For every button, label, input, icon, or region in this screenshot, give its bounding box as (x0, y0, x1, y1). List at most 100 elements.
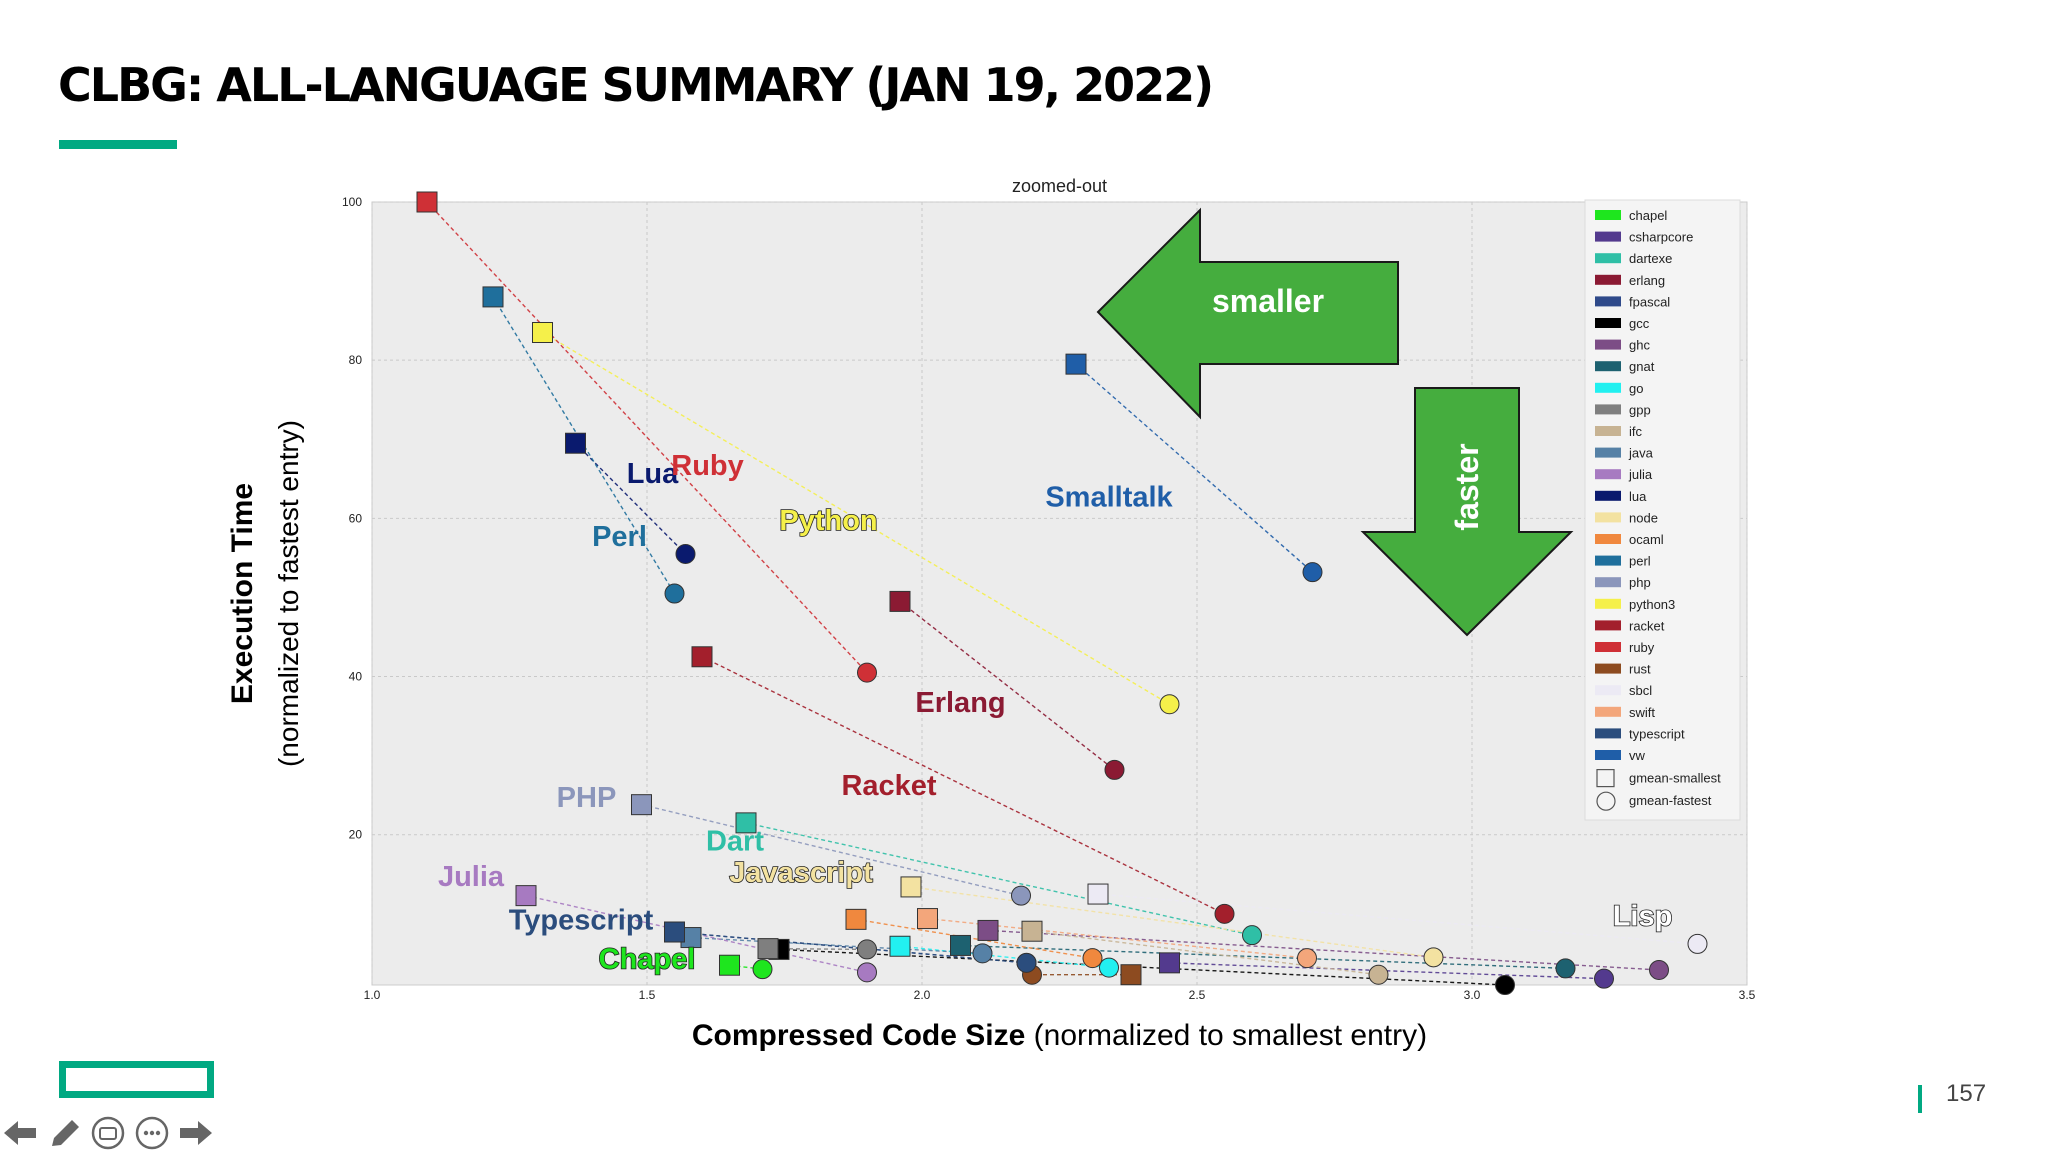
x-tick-label: 2.5 (1189, 988, 1206, 1002)
label-typescript: Typescript (509, 905, 654, 937)
connector-ifc (1031, 930, 1379, 976)
faster-label: faster (1449, 443, 1485, 530)
x-tick-label: 1.5 (639, 988, 656, 1002)
legend-label-csharpcore: csharpcore (1629, 230, 1693, 245)
legend-swatch-java (1595, 447, 1621, 458)
connector-perl (492, 296, 676, 594)
marker-fastest-julia (857, 962, 877, 983)
marker-fastest-erlang (1104, 759, 1125, 780)
legend-label-sbcl: sbcl (1629, 683, 1652, 698)
subtitles-icon[interactable] (88, 1116, 128, 1150)
legend-swatch-csharpcore (1595, 231, 1621, 242)
legend-label-typescript: typescript (1629, 726, 1685, 741)
legend: chapel csharpcore dartexe erlang fpascal gcc g… (1584, 199, 1741, 821)
legend-label-rust: rust (1629, 662, 1651, 677)
marker-smallest-erlang (889, 590, 911, 612)
marker-smallest-ruby (416, 191, 438, 213)
legend-label-java: java (1628, 446, 1654, 461)
marker-smallest-sbcl (1087, 883, 1109, 905)
connector-ruby (426, 201, 868, 674)
y-axis-title: Execution Time (226, 483, 259, 704)
legend-label-lua: lua (1629, 489, 1647, 504)
connector-python3 (542, 331, 1170, 705)
hpe-logo (59, 1061, 214, 1098)
label-sbcl: Lisp (1613, 901, 1673, 933)
marker-fastest-ghc (1649, 959, 1669, 980)
slide-nav (0, 1116, 216, 1150)
marker-smallest-ocaml (845, 908, 867, 930)
marker-fastest-vw (1302, 562, 1323, 583)
arrow-right-icon[interactable] (176, 1118, 216, 1148)
legend-swatch-python3 (1595, 598, 1621, 609)
connector-racket (701, 656, 1225, 915)
connector-sbcl (1097, 893, 1698, 945)
marker-smallest-swift (917, 908, 938, 930)
x-tick-label: 3.5 (1739, 988, 1756, 1002)
legend-swatch-go (1595, 382, 1621, 393)
legend-label-gpp: gpp (1629, 402, 1651, 417)
connector-lua (575, 442, 686, 555)
marker-fastest-node (1423, 947, 1444, 968)
legend-swatch-ghc (1595, 339, 1621, 350)
legend-label-node: node (1629, 510, 1658, 525)
legend-label-racket: racket (1629, 618, 1665, 633)
smaller-arrow (1096, 207, 1399, 420)
marker-smallest-chapel (719, 954, 740, 976)
marker-smallest-python3 (532, 322, 553, 343)
label-dartexe: Dart (706, 826, 764, 858)
marker-smallest-rust (1120, 964, 1142, 986)
legend-label-vw: vw (1629, 748, 1646, 763)
label-erlang: Erlang (915, 687, 1005, 719)
connector-erlang (899, 600, 1115, 771)
legend-label-php: php (1629, 575, 1651, 590)
marker-smallest-ifc (1021, 920, 1043, 942)
connector-chapel (729, 964, 763, 970)
title-accent-bar (59, 140, 177, 149)
y-tick-label: 100 (342, 195, 362, 209)
legend-label-ocaml: ocaml (1629, 532, 1664, 547)
legend-swatch-swift (1595, 706, 1621, 717)
marker-smallest-csharpcore (1159, 952, 1180, 974)
y-tick-label: 60 (349, 511, 363, 525)
marker-smallest-gpp (757, 938, 779, 960)
chart-title: zoomed-out (1012, 176, 1107, 196)
pencil-icon[interactable] (44, 1118, 84, 1148)
marker-fastest-go (1099, 957, 1119, 978)
marker-fastest-csharpcore (1594, 968, 1614, 989)
legend-label-go: go (1629, 381, 1643, 396)
marker-fastest-typescript (1016, 952, 1037, 973)
legend-label-fpascal: fpascal (1629, 294, 1670, 309)
label-node: Javascript (729, 857, 873, 889)
legend-label-swift: swift (1629, 705, 1655, 720)
marker-smallest-dartexe (735, 812, 757, 834)
legend-label-ghc: ghc (1629, 338, 1650, 353)
marker-smallest-php (631, 794, 652, 816)
legend-swatch-gpp (1595, 404, 1621, 415)
y-axis-subtitle: (normalized to fastest entry) (273, 420, 304, 767)
legend-swatch-ocaml (1595, 534, 1621, 544)
marker-smallest-go (889, 935, 911, 957)
legend-circle-marker (1596, 791, 1616, 811)
connector-dartexe (745, 822, 1253, 936)
legend-swatch-sbcl (1595, 685, 1621, 696)
label-racket: Racket (841, 770, 936, 802)
legend-swatch-gcc (1595, 318, 1621, 328)
connector-julia (525, 894, 868, 974)
x-axis-title: Compressed Code Size (normalized to smal… (692, 1019, 1427, 1052)
marker-fastest-ocaml (1082, 948, 1103, 969)
y-tick-label: 20 (349, 828, 363, 842)
legend-swatch-rust (1595, 663, 1621, 674)
marker-fastest-java (972, 943, 993, 964)
legend-swatch-ifc (1595, 426, 1621, 436)
legend-square-marker (1596, 768, 1615, 788)
marker-smallest-lua (565, 432, 586, 454)
marker-fastest-gpp (857, 939, 877, 960)
arrow-left-icon[interactable] (0, 1118, 40, 1148)
y-tick-label: 80 (349, 353, 363, 367)
marker-smallest-node (900, 876, 922, 898)
page-number: 157 (1946, 1080, 1987, 1107)
more-icon[interactable] (132, 1116, 172, 1150)
plot-area (371, 201, 1748, 986)
label-php: PHP (557, 782, 617, 814)
marker-smallest-gnat (950, 934, 971, 956)
